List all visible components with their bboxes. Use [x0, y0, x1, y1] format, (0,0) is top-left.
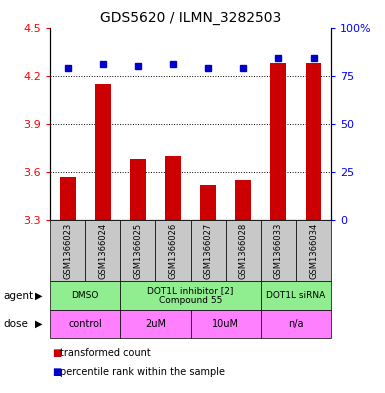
Text: ■: ■	[52, 367, 61, 376]
Text: GSM1366028: GSM1366028	[239, 222, 248, 279]
Text: GSM1366023: GSM1366023	[63, 222, 72, 279]
Text: dose: dose	[4, 319, 29, 329]
Text: n/a: n/a	[288, 319, 304, 329]
Text: GSM1366026: GSM1366026	[169, 222, 177, 279]
Text: control: control	[68, 319, 102, 329]
Text: DOT1L siRNA: DOT1L siRNA	[266, 291, 326, 300]
Text: ▶: ▶	[35, 291, 42, 301]
Bar	[271, 63, 286, 220]
Bar	[235, 180, 251, 220]
Text: agent: agent	[4, 291, 34, 301]
Text: GSM1366025: GSM1366025	[133, 222, 142, 279]
Text: DOT1L inhibitor [2]
Compound 55: DOT1L inhibitor [2] Compound 55	[147, 286, 234, 305]
Bar	[200, 185, 216, 220]
Bar	[95, 84, 110, 220]
Text: GSM1366024: GSM1366024	[98, 222, 107, 279]
Bar	[130, 159, 146, 220]
Text: 2uM: 2uM	[145, 319, 166, 329]
Text: ▶: ▶	[35, 319, 42, 329]
Text: GSM1366027: GSM1366027	[204, 222, 213, 279]
Bar	[165, 156, 181, 220]
Text: DMSO: DMSO	[72, 291, 99, 300]
Title: GDS5620 / ILMN_3282503: GDS5620 / ILMN_3282503	[100, 11, 281, 25]
Text: transformed count: transformed count	[60, 348, 151, 358]
Text: percentile rank within the sample: percentile rank within the sample	[60, 367, 225, 376]
Text: 10uM: 10uM	[212, 319, 239, 329]
Bar	[60, 177, 75, 220]
Text: GSM1366033: GSM1366033	[274, 222, 283, 279]
Text: ■: ■	[52, 348, 61, 358]
Text: GSM1366034: GSM1366034	[309, 222, 318, 279]
Bar	[306, 63, 321, 220]
